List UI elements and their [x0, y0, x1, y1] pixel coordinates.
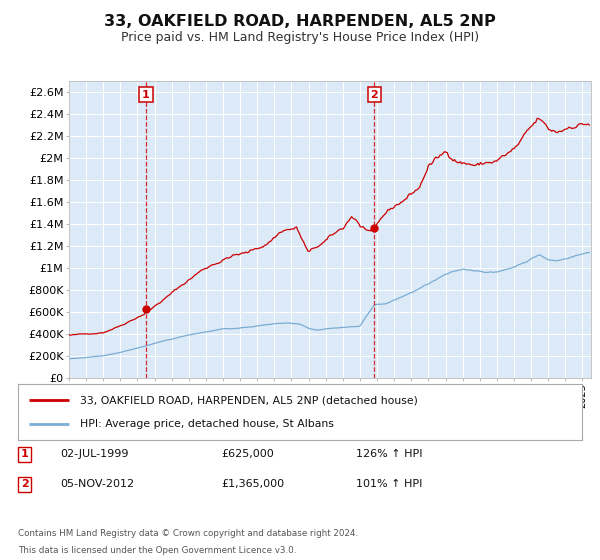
Text: HPI: Average price, detached house, St Albans: HPI: Average price, detached house, St A…	[80, 419, 334, 429]
Text: 33, OAKFIELD ROAD, HARPENDEN, AL5 2NP (detached house): 33, OAKFIELD ROAD, HARPENDEN, AL5 2NP (d…	[80, 395, 418, 405]
Text: 1: 1	[142, 90, 150, 100]
Text: 2: 2	[21, 479, 29, 489]
Text: Price paid vs. HM Land Registry's House Price Index (HPI): Price paid vs. HM Land Registry's House …	[121, 31, 479, 44]
Text: 33, OAKFIELD ROAD, HARPENDEN, AL5 2NP: 33, OAKFIELD ROAD, HARPENDEN, AL5 2NP	[104, 14, 496, 29]
Text: 126% ↑ HPI: 126% ↑ HPI	[356, 450, 423, 460]
Text: 101% ↑ HPI: 101% ↑ HPI	[356, 479, 423, 489]
Text: Contains HM Land Registry data © Crown copyright and database right 2024.: Contains HM Land Registry data © Crown c…	[18, 529, 358, 538]
Text: £1,365,000: £1,365,000	[221, 479, 284, 489]
Text: 2: 2	[370, 90, 378, 100]
Text: 1: 1	[21, 450, 29, 460]
Text: £625,000: £625,000	[221, 450, 274, 460]
Text: 05-NOV-2012: 05-NOV-2012	[60, 479, 134, 489]
Text: 02-JUL-1999: 02-JUL-1999	[60, 450, 129, 460]
Text: This data is licensed under the Open Government Licence v3.0.: This data is licensed under the Open Gov…	[18, 546, 296, 555]
